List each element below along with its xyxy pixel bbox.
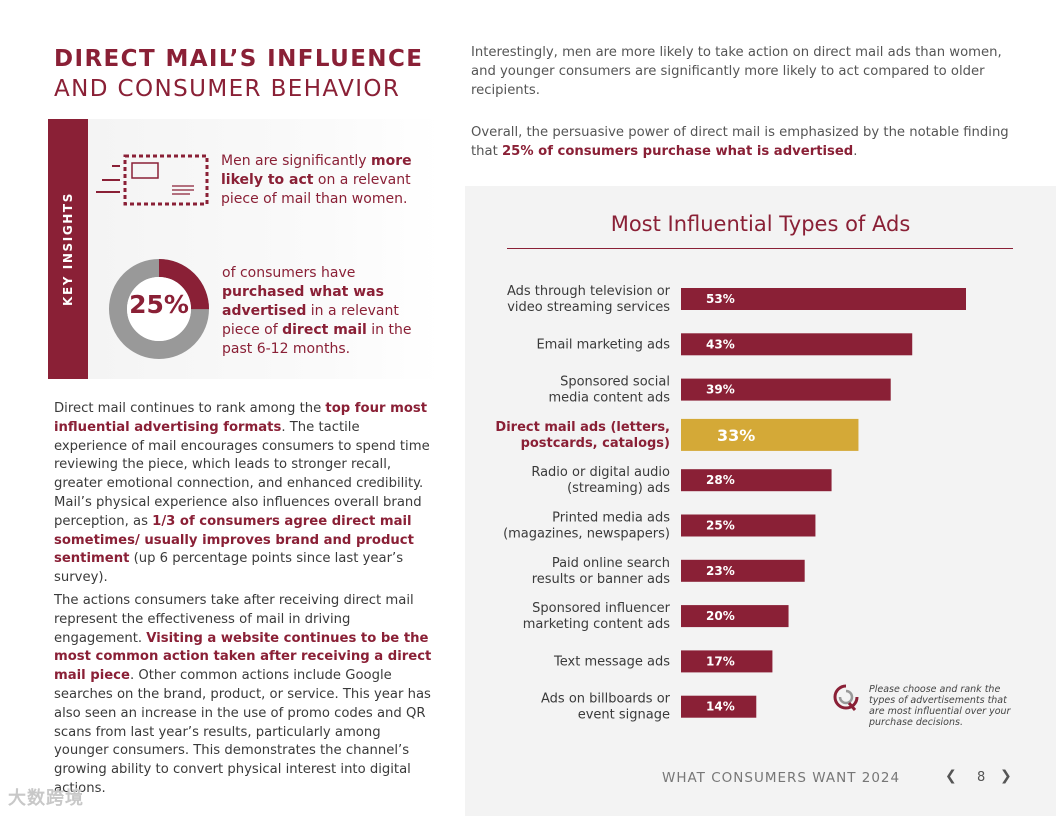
- insight2-bold1: purchased what was advertised: [222, 284, 384, 319]
- donut-chart: [109, 259, 209, 359]
- bar-9: [681, 695, 757, 718]
- donut-segment: [109, 259, 209, 359]
- para2-text1: The actions consumers take after receivi…: [54, 593, 414, 646]
- category-label-4: Radio or digital audio: [531, 465, 670, 480]
- bar-3: [681, 418, 859, 451]
- category-label-5: Printed media ads: [552, 511, 670, 526]
- bar-value-label-4: 28%: [706, 473, 735, 487]
- key-insights-sidebar: KEY INSIGHTS: [48, 119, 88, 379]
- key-insights-heading: KEY INSIGHTS: [61, 192, 75, 306]
- bar-value-label-6: 23%: [706, 564, 735, 578]
- chart-title-rule: [507, 248, 1013, 249]
- survey-logo-icon: [833, 684, 859, 711]
- survey-question-note: Please choose and rank the types of adve…: [869, 684, 1011, 728]
- category-label-0: Ads through television or: [507, 284, 671, 299]
- category-label-7: marketing content ads: [523, 617, 670, 632]
- envelope-icon: [96, 154, 209, 206]
- body-paragraph-2: The actions consumers take after receivi…: [54, 592, 434, 799]
- category-label-9: event signage: [578, 708, 670, 723]
- insight1-bold: more likely to act: [221, 153, 412, 188]
- category-label-1: Email marketing ads: [536, 337, 670, 352]
- bar-value-label-0: 53%: [706, 292, 735, 306]
- donut-value: 25%: [129, 290, 189, 319]
- chevron-left-icon[interactable]: ❮: [945, 768, 957, 784]
- para1-text1: Direct mail continues to rank among the: [54, 401, 326, 416]
- intro-paragraph-1: Interestingly, men are more likely to ta…: [471, 45, 1002, 98]
- para1-bold2: 1/3 of consumers agree direct mail somet…: [54, 513, 414, 567]
- chevron-right-icon[interactable]: ❯: [1000, 768, 1012, 784]
- bar-1: [681, 333, 913, 356]
- bar-4: [681, 469, 832, 492]
- bar-2: [681, 378, 891, 401]
- intro2-bold: 25% of consumers purchase what is advert…: [501, 143, 854, 159]
- insight2-text: of consumers have: [222, 265, 356, 281]
- page-title-line1: DIRECT MAIL’S INFLUENCE: [54, 46, 424, 72]
- bar-value-label-2: 39%: [706, 383, 735, 397]
- category-label-4: (streaming) ads: [567, 481, 670, 496]
- category-label-2: media content ads: [548, 391, 670, 406]
- chart-panel: Most Influential Types of Ads 53% Ads thr…: [465, 186, 1056, 816]
- bar-value-label-8: 17%: [706, 654, 735, 668]
- para1-bold1: top four most influential advertising fo…: [54, 401, 428, 435]
- bar-value-label-7: 20%: [706, 609, 735, 623]
- page-title-line2: AND CONSUMER BEHAVIOR: [54, 76, 401, 102]
- category-label-5: (magazines, newspapers): [503, 527, 670, 542]
- insight2-text-end: in the past 6-12 months.: [222, 322, 412, 357]
- footer-publication: WHAT CONSUMERS WANT 2024: [662, 770, 901, 786]
- body-paragraph-1: Direct mail continues to rank among the …: [54, 400, 434, 588]
- intro2-text: Overall, the persuasive power of direct …: [471, 125, 1009, 159]
- para2-text2: . Other common actions include Google se…: [54, 668, 431, 796]
- category-label-7: Sponsored influencer: [532, 601, 671, 616]
- page-title: DIRECT MAIL’S INFLUENCE AND CONSUMER BEH…: [54, 44, 454, 104]
- para1-text3: (up 6 percentage points since last year’…: [54, 551, 404, 586]
- bar-value-label-9: 14%: [706, 700, 735, 714]
- bar-7: [681, 605, 789, 628]
- category-label-3: Direct mail ads (letters,: [495, 420, 670, 435]
- intro2-text-end: .: [853, 143, 858, 159]
- bar-5: [681, 514, 816, 537]
- watermark: 大数跨境: [8, 788, 84, 809]
- insight2-text-mid: in a relevant piece of: [222, 303, 399, 338]
- page-number: 8: [977, 770, 986, 785]
- bar-value-label-1: 43%: [706, 337, 735, 351]
- insight2-bold2: direct mail: [282, 322, 367, 338]
- chart-title: Most Influential Types of Ads: [610, 212, 911, 236]
- category-label-6: results or banner ads: [532, 572, 671, 587]
- bar-6: [681, 559, 805, 582]
- intro-paragraph-2: Overall, the persuasive power of direct …: [471, 124, 1016, 162]
- bar-0: [681, 288, 966, 310]
- category-label-6: Paid online search: [552, 556, 670, 571]
- bar-value-label-5: 25%: [706, 519, 735, 533]
- bar-value-label-3: 33%: [717, 426, 755, 445]
- category-label-0: video streaming services: [507, 300, 670, 315]
- para1-text2: . The tactile experience of mail encoura…: [54, 419, 430, 529]
- key-insights-panel: KEY INSIGHTS: [48, 119, 440, 379]
- bar-8: [681, 650, 773, 673]
- category-label-9: Ads on billboards or: [541, 692, 671, 707]
- insight1-text-end: on a relevant piece of mail than women.: [221, 172, 411, 207]
- para2-bold1: Visiting a website continues to be the m…: [54, 630, 432, 684]
- category-label-2: Sponsored social: [560, 375, 670, 390]
- category-label-3: postcards, catalogs): [521, 436, 670, 451]
- category-label-8: Text message ads: [553, 654, 670, 669]
- insight-men-act: Men are significantly more likely to act…: [221, 152, 421, 209]
- insight1-text: Men are significantly: [221, 153, 372, 169]
- insight-purchased: of consumers have purchased what was adv…: [222, 264, 422, 359]
